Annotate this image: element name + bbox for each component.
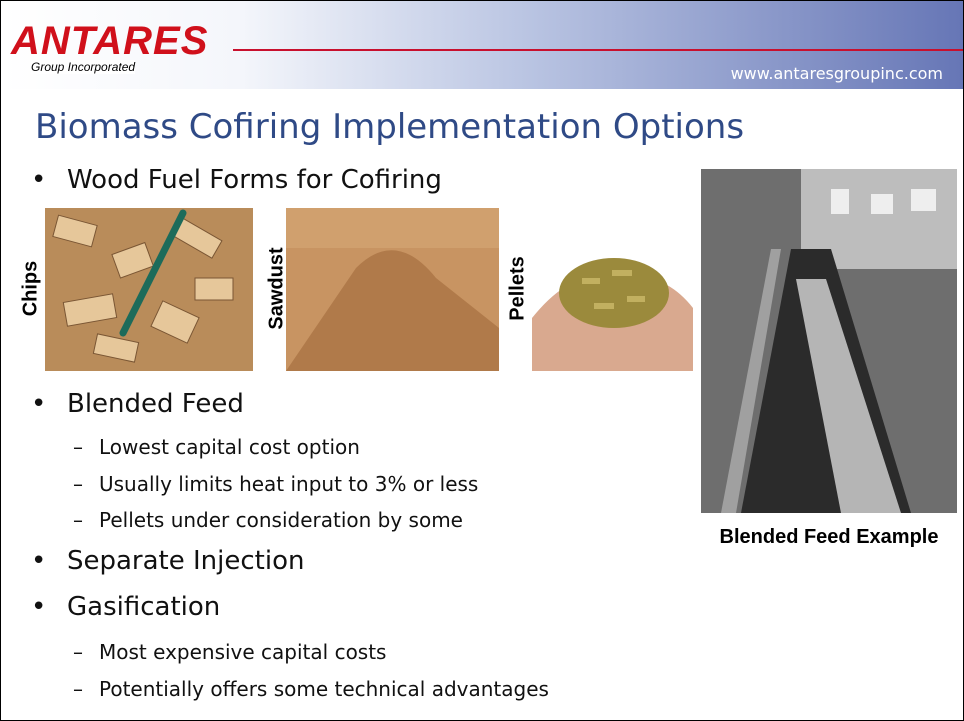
sub-bullet: Potentially offers some technical advant…	[73, 677, 549, 701]
header-rule	[233, 49, 963, 51]
image-label: Pellets	[507, 256, 530, 320]
image-caption: Blended Feed Example	[698, 526, 960, 549]
bullet: Wood Fuel Forms for Cofiring	[31, 165, 442, 195]
chips-photo	[45, 208, 253, 371]
sub-bullet: Usually limits heat input to 3% or less	[73, 472, 478, 496]
logo: ANTARES	[11, 19, 208, 64]
url: www.antaresgroupinc.com	[731, 64, 943, 83]
slide: ANTARES Group Incorporated www.antaresgr…	[0, 0, 964, 721]
logo-subtitle: Group Incorporated	[31, 60, 135, 74]
sawdust-photo	[286, 208, 499, 371]
image-label: Chips	[19, 261, 42, 317]
sub-bullet: Pellets under consideration by some	[73, 508, 463, 532]
bullet: Blended Feed	[31, 389, 244, 419]
blended-feed-photo	[701, 169, 957, 513]
image-label: Sawdust	[266, 247, 289, 329]
bullet: Separate Injection	[31, 546, 304, 576]
sub-bullet: Lowest capital cost option	[73, 435, 360, 459]
bullet: Gasification	[31, 592, 220, 622]
sub-bullet: Most expensive capital costs	[73, 640, 386, 664]
pellets-photo	[532, 208, 693, 371]
slide-title: Biomass Cofiring Implementation Options	[35, 107, 744, 147]
